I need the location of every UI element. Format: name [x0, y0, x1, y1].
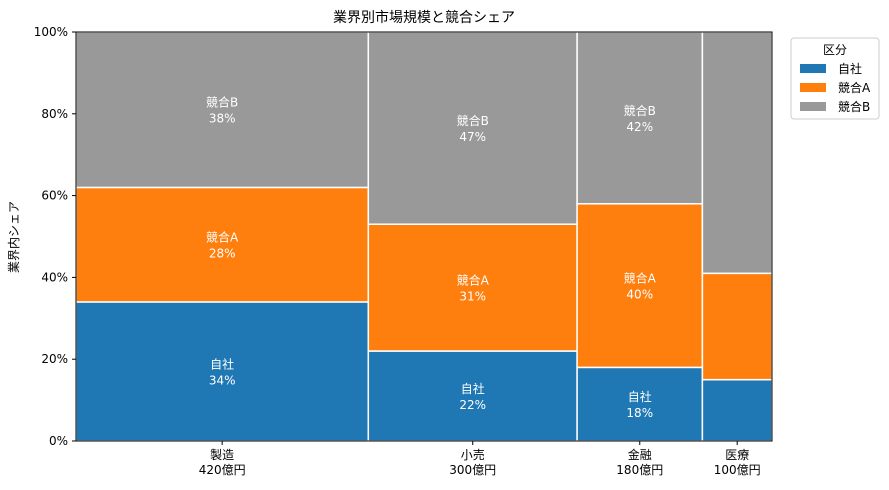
y-tick-label: 80%	[41, 107, 68, 121]
x-tick-label-size: 100億円	[714, 463, 761, 477]
segment-labels-group: 自社 34% 競合A 28% 競合B 38% 自社 22% 競合A 31% 競合B 47% 自社 18% 競…	[206, 95, 657, 420]
segment-競合A-小売	[367, 223, 578, 352]
chart-title: 業界別市場規模と競合シェア	[333, 9, 515, 26]
segment-label-value: 42%	[626, 120, 653, 134]
segment-自社-製造	[75, 301, 370, 442]
segment-label-name: 競合B	[206, 95, 238, 110]
segment-label-value: 18%	[626, 406, 653, 420]
segment-競合B-金融	[576, 31, 704, 205]
segment-label-name: 自社	[628, 389, 652, 404]
legend-box	[790, 37, 880, 120]
x-tick-label-category: 金融	[628, 447, 652, 462]
segment-label-value: 38%	[209, 112, 236, 126]
segment-label-name: 自社	[461, 381, 485, 396]
segment-自社-小売	[367, 350, 578, 442]
legend-entry-競合B: 競合B	[838, 99, 870, 114]
legend-swatch-競合A	[800, 83, 826, 92]
segment-label-name: 競合B	[457, 113, 489, 128]
y-tick-label: 20%	[41, 352, 68, 366]
segment-競合A-金融	[576, 203, 704, 369]
legend-entry-競合A: 競合A	[838, 80, 871, 95]
segment-label-value: 28%	[209, 247, 236, 261]
x-tick-label-size: 300億円	[449, 463, 496, 477]
segment-label-name: 競合A	[624, 271, 657, 286]
y-tick-label: 0%	[49, 434, 68, 448]
segment-label-name: 競合B	[624, 103, 656, 118]
segment-label-value: 40%	[626, 288, 653, 302]
segment-label-name: 自社	[210, 356, 234, 371]
segment-label-value: 22%	[459, 398, 486, 412]
segment-自社-医療	[701, 378, 773, 442]
legend-swatch-競合B	[800, 102, 826, 111]
segment-競合A-製造	[75, 186, 370, 303]
plot-frame	[75, 31, 773, 442]
y-axis-label: 業界内シェア	[7, 201, 21, 273]
y-tick-label: 40%	[41, 270, 68, 284]
x-tick-label-size: 420億円	[199, 463, 246, 477]
y-tick-label: 100%	[34, 25, 68, 39]
segment-label-value: 47%	[459, 130, 486, 144]
segment-label-value: 31%	[459, 290, 486, 304]
legend-title: 区分	[823, 43, 847, 57]
segment-競合B-医療	[701, 31, 773, 275]
legend-entry-自社: 自社	[838, 61, 862, 76]
segment-自社-金融	[576, 366, 704, 442]
segment-競合B-小売	[367, 31, 578, 225]
segment-label-name: 競合A	[457, 273, 490, 288]
x-tick-label-size: 180億円	[616, 463, 663, 477]
x-tick-label-category: 医療	[725, 448, 749, 462]
y-tick-label: 60%	[41, 189, 68, 203]
segment-label-value: 34%	[209, 373, 236, 387]
segment-label-name: 競合A	[206, 230, 239, 245]
x-tick-label-category: 製造	[210, 448, 234, 462]
segment-競合A-医療	[701, 272, 773, 381]
segments-group	[75, 31, 773, 442]
x-tick-label-category: 小売	[461, 447, 485, 462]
legend-swatch-自社	[800, 64, 826, 73]
